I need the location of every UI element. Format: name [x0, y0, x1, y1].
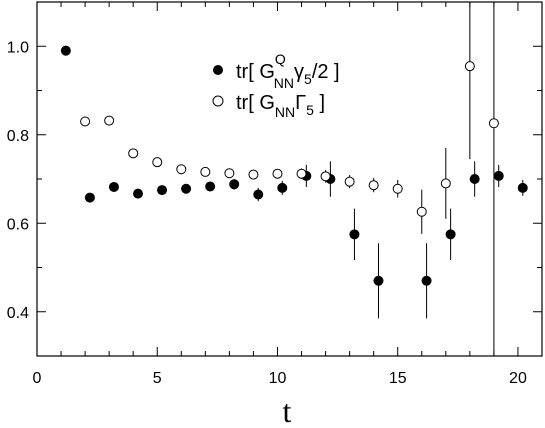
data-point-filled: [517, 182, 528, 193]
data-point-filled: [84, 192, 95, 203]
data-point-open: [488, 118, 499, 129]
data-point-filled: [421, 275, 432, 286]
data-point-open: [128, 148, 139, 159]
x-tick-label: 20: [509, 370, 527, 387]
data-point-filled: [469, 174, 480, 184]
data-point-filled: [493, 170, 504, 181]
data-point-open: [320, 171, 331, 182]
y-tick-label: 0.4: [7, 305, 29, 322]
data-point-filled: [253, 189, 264, 200]
legend: tr[ GQ NNγ5/2 ] tr[ GNNΓ5 ]: [212, 51, 340, 120]
data-point-open: [152, 157, 163, 168]
data-point-open: [176, 164, 187, 175]
data-point-open: [296, 168, 307, 179]
x-axis-label: t: [283, 393, 292, 428]
data-point-open: [272, 168, 283, 179]
data-point-open: [464, 61, 475, 72]
data-point-open: [440, 178, 451, 189]
data-points: [60, 45, 528, 286]
data-point-filled: [373, 275, 384, 286]
data-point-filled: [60, 45, 71, 56]
data-point-filled: [157, 185, 168, 196]
y-tick-label: 0.8: [7, 128, 29, 145]
legend-entry-1: tr[ GQ NNγ5/2 ]: [236, 51, 340, 91]
data-point-open: [392, 183, 403, 194]
legend-marker-open: [212, 95, 224, 107]
data-point-open: [224, 168, 235, 179]
plot-frame: [36, 1, 543, 357]
y-tick-label: 0.6: [7, 216, 29, 233]
data-point-filled: [229, 179, 240, 190]
legend-marker-filled: [213, 65, 223, 75]
axis-ticks: [36, 1, 543, 357]
data-point-filled: [205, 181, 216, 192]
data-point-filled: [277, 182, 288, 193]
y-tick-label: 1.0: [7, 39, 29, 56]
tick-labels: 0 5 10 15 20 0.4 0.6 0.8 1.0: [7, 39, 527, 387]
x-tick-label: 15: [389, 370, 407, 387]
data-point-filled: [349, 229, 360, 240]
data-point-filled: [108, 181, 119, 192]
data-point-open: [368, 180, 379, 191]
data-point-open: [200, 166, 211, 177]
x-tick-label: 5: [153, 370, 162, 387]
x-tick-label: 10: [269, 370, 287, 387]
data-point-filled: [181, 183, 192, 194]
data-point-open: [248, 169, 259, 180]
data-point-open: [80, 116, 91, 127]
data-point-filled: [133, 188, 143, 199]
data-point-open: [104, 115, 115, 126]
legend-entry-2: tr[ GNNΓ5 ]: [236, 92, 325, 120]
data-point-filled: [445, 229, 456, 240]
data-point-open: [416, 206, 427, 217]
x-tick-label: 0: [33, 370, 42, 387]
data-point-open: [344, 176, 355, 187]
